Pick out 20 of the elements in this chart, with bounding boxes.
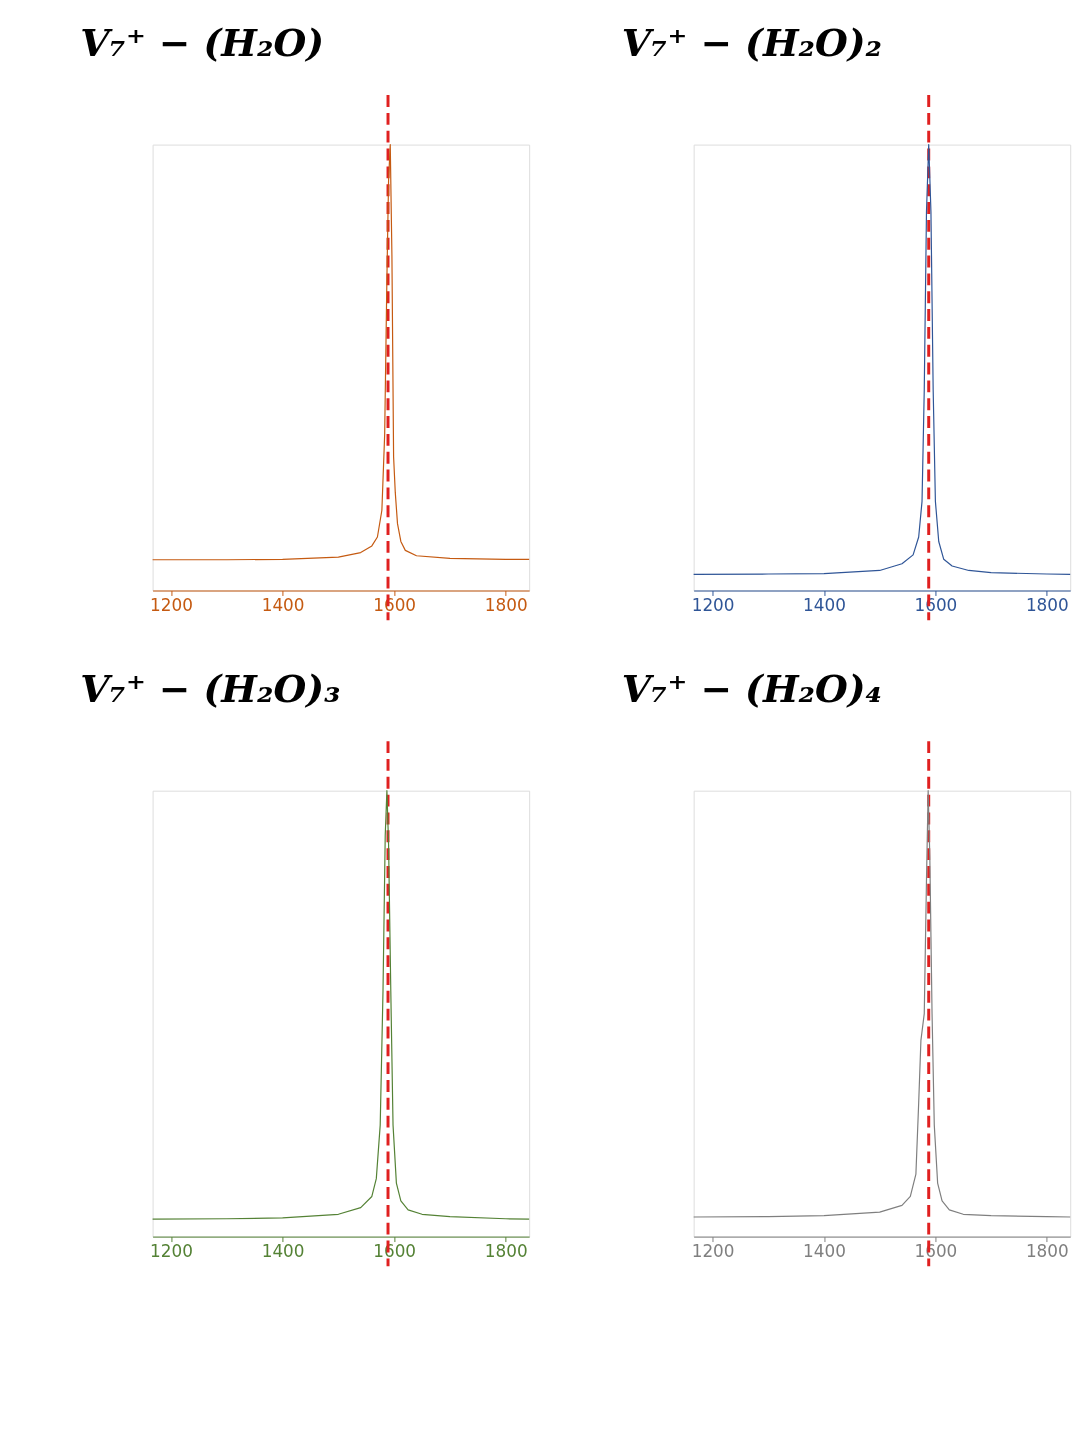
- x-tick-label: 1400: [261, 1240, 305, 1261]
- chart-title: V₇⁺ − (H₂O): [80, 20, 324, 65]
- x-tick-label: 1800: [1025, 1240, 1069, 1261]
- x-tick-label: 1200: [691, 594, 735, 615]
- chart-title: V₇⁺ − (H₂O)₄: [621, 667, 883, 711]
- x-tick-label: 1200: [691, 1240, 735, 1261]
- x-tick-label: 1200: [150, 594, 193, 615]
- x-tick-label: 1400: [261, 594, 305, 615]
- chart-title: V₇⁺ − (H₂O)₂: [621, 20, 883, 65]
- x-tick-label: 1400: [803, 594, 846, 615]
- x-tick-label: 1600: [914, 1240, 958, 1261]
- x-tick-label: 1800: [484, 594, 528, 615]
- x-tick-label: 1600: [914, 594, 958, 615]
- x-tick-label: 1600: [373, 594, 417, 615]
- x-tick-label: 1200: [150, 1240, 193, 1261]
- x-tick-label: 1600: [373, 1240, 417, 1261]
- x-tick-label: 1800: [484, 1240, 528, 1261]
- x-tick-label: 1400: [803, 1240, 846, 1261]
- chart-title: V₇⁺ − (H₂O)₃: [80, 667, 341, 711]
- x-tick-label: 1800: [1025, 594, 1069, 615]
